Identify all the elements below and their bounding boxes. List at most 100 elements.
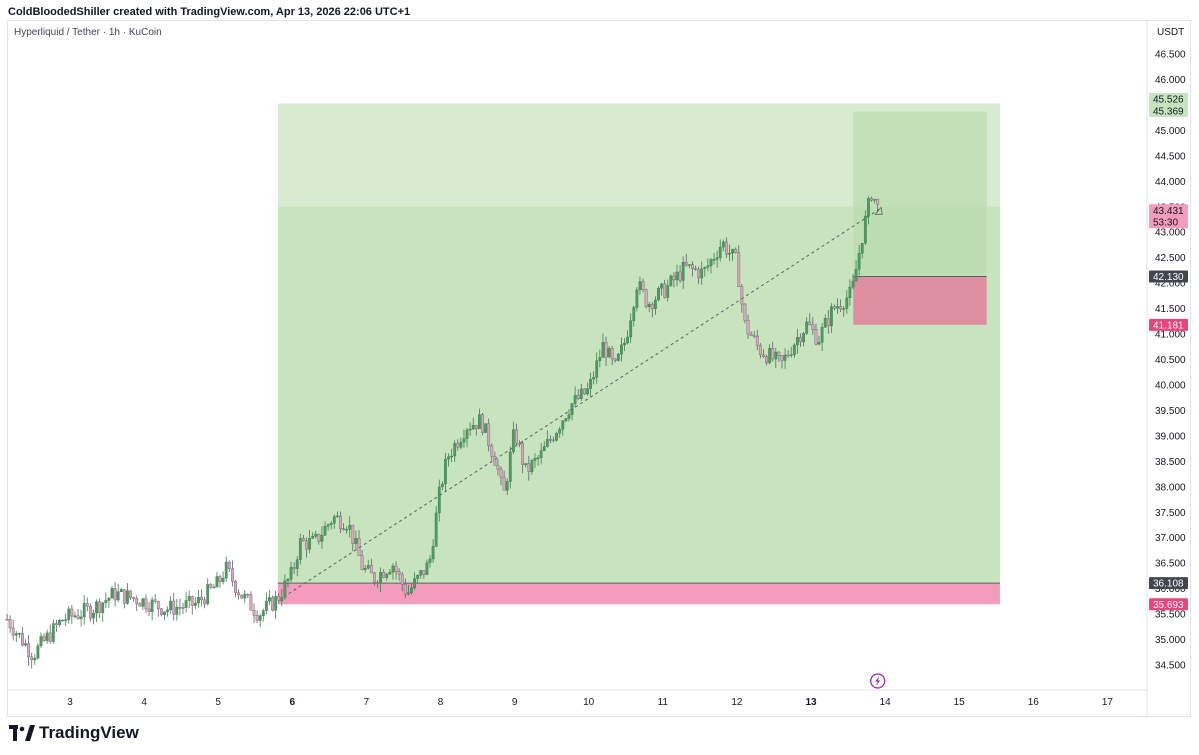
candle-body (221, 577, 225, 582)
candle (305, 537, 308, 558)
candle-body (468, 428, 472, 431)
candle-body (524, 463, 528, 465)
candle-body (425, 562, 429, 575)
candle-body (323, 526, 327, 536)
candle-body (672, 275, 676, 281)
candle (826, 309, 830, 334)
candle (644, 288, 648, 309)
candle (277, 593, 281, 604)
candle (85, 597, 89, 612)
candle-body (817, 341, 821, 345)
candle (697, 266, 701, 284)
candle (376, 580, 379, 588)
candle (243, 589, 247, 604)
candle (166, 606, 169, 617)
candle (320, 526, 324, 549)
candle (258, 613, 262, 628)
candle-body (616, 353, 620, 361)
candle (147, 602, 151, 616)
candle-body (363, 567, 367, 570)
candle (311, 532, 315, 540)
candle-body (268, 597, 271, 602)
candle (27, 634, 31, 666)
candle (24, 639, 27, 647)
candle (610, 345, 614, 366)
candle-body (829, 306, 833, 327)
candle (545, 430, 549, 448)
candle-body (274, 596, 278, 611)
candle-body (286, 579, 290, 582)
profit-zone-edge (277, 206, 285, 584)
candle (508, 446, 512, 489)
candle-body (721, 241, 725, 248)
price-tick-label: 37.000 (1155, 533, 1186, 544)
time-tick-label: 10 (583, 697, 595, 708)
candle-body (101, 602, 105, 613)
time-tick-label: 4 (141, 697, 147, 708)
candle-body (545, 439, 549, 447)
candle-body (718, 246, 722, 258)
candle-body (193, 602, 197, 606)
candle (586, 382, 589, 396)
candle-body (122, 589, 126, 604)
candle (70, 604, 74, 624)
chart-frame[interactable] (7, 20, 1191, 717)
candle-body (582, 388, 586, 395)
candle (323, 521, 327, 536)
candle (601, 333, 605, 358)
candle-body (474, 425, 478, 430)
candle (484, 423, 487, 433)
candle-body (481, 414, 484, 433)
candle-body (558, 429, 562, 434)
candle-body (706, 265, 710, 268)
candle-body (484, 423, 487, 433)
candle (755, 329, 759, 351)
candle (302, 534, 305, 542)
candle (511, 421, 515, 455)
candle (592, 371, 596, 385)
candle (342, 523, 345, 531)
candle (400, 571, 404, 592)
candle-body (113, 588, 117, 601)
candle (385, 572, 389, 581)
candle-body (802, 333, 805, 343)
candle-body (669, 275, 673, 286)
candle-body (641, 281, 645, 290)
candle-body (200, 596, 203, 601)
candle (796, 328, 799, 354)
candle-body (305, 540, 308, 550)
candle (573, 386, 577, 408)
price-tag-bg (1149, 318, 1188, 331)
time-tick-label: 14 (880, 697, 892, 708)
candle (777, 350, 781, 362)
candle-body (820, 327, 824, 343)
candle-body (447, 456, 450, 460)
candle (700, 261, 704, 285)
candle-body (660, 283, 663, 289)
candle-body (657, 287, 660, 301)
candle-body (814, 329, 818, 345)
candle (450, 448, 454, 463)
candle-body (873, 198, 877, 201)
candle-body (107, 597, 111, 601)
candle-body (88, 606, 92, 619)
candle-body (153, 599, 157, 602)
candle (224, 556, 228, 582)
candle (706, 258, 710, 272)
time-tick-label: 16 (1028, 697, 1040, 708)
candle-body (715, 257, 719, 260)
candle-body (573, 394, 577, 404)
candle-body (493, 456, 497, 466)
candle (67, 605, 71, 624)
candle (55, 619, 58, 632)
price-tick-label: 34.500 (1155, 661, 1186, 672)
candle-body (419, 570, 423, 576)
candle-body (67, 608, 71, 620)
price-tick-label: 40.000 (1155, 380, 1186, 391)
candle-body (119, 589, 123, 592)
candle-body (326, 524, 330, 527)
candle-body (110, 588, 114, 599)
price-tick-label: 46.500 (1155, 50, 1186, 61)
candle (110, 585, 114, 599)
